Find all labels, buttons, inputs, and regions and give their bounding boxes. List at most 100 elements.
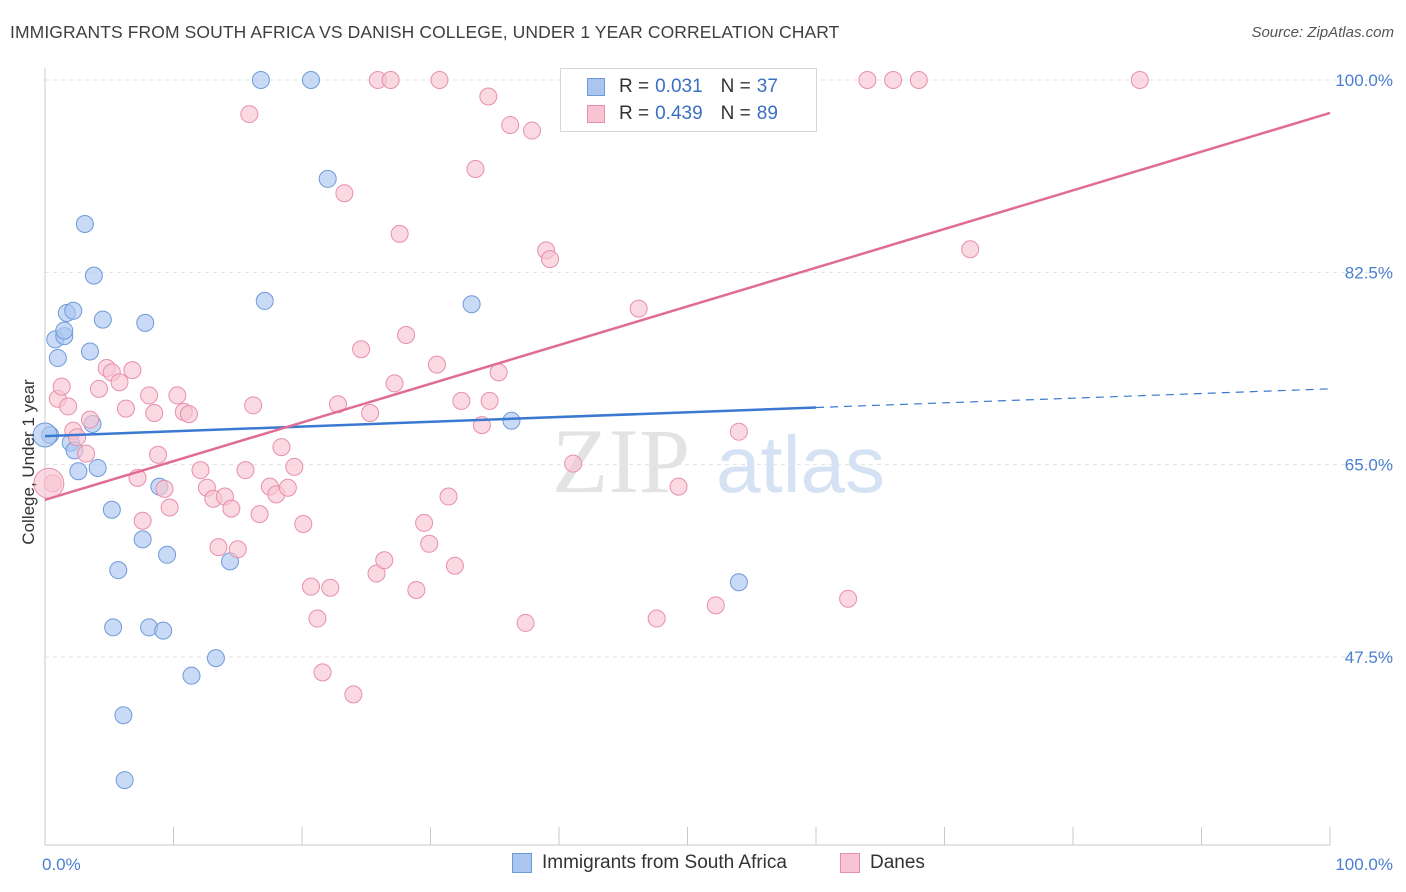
legend-n-value: 89 xyxy=(756,103,778,124)
stats-legend: R = 0.031 N = 37 R = 0.439 N = 89 xyxy=(560,68,817,132)
data-point xyxy=(961,240,980,259)
data-point xyxy=(489,363,508,382)
legend-swatch-danes xyxy=(587,105,605,123)
data-point xyxy=(439,487,458,506)
legend-r-label: R = xyxy=(619,103,650,124)
data-point xyxy=(110,373,129,392)
data-point xyxy=(250,505,269,524)
data-point xyxy=(523,121,542,140)
data-point-large xyxy=(33,467,65,499)
data-point xyxy=(272,438,291,457)
data-point xyxy=(145,404,164,423)
data-point xyxy=(179,405,198,424)
data-point xyxy=(669,477,688,496)
data-point xyxy=(909,71,928,89)
legend-row-danes: R = 0.439 N = 89 xyxy=(587,102,778,126)
data-point xyxy=(52,377,71,396)
data-point xyxy=(430,71,449,89)
data-point xyxy=(285,457,304,476)
data-point xyxy=(244,396,263,415)
y-tick-label: 82.5% xyxy=(1345,263,1393,282)
data-point xyxy=(352,340,371,359)
trend-line-south-africa-projection xyxy=(815,388,1331,409)
data-point xyxy=(209,538,228,557)
data-point xyxy=(335,184,354,203)
data-point xyxy=(541,250,560,269)
data-point xyxy=(89,379,108,398)
data-point xyxy=(104,618,123,637)
data-point xyxy=(55,321,74,340)
data-point xyxy=(228,540,247,559)
data-point xyxy=(516,613,535,632)
data-point xyxy=(313,663,332,682)
data-point xyxy=(427,355,446,374)
data-point xyxy=(116,399,135,418)
trend-line-south-africa xyxy=(44,406,817,438)
data-point xyxy=(479,87,498,106)
data-point xyxy=(501,116,520,135)
legend-n-label: N = xyxy=(720,103,751,124)
legend-n-value: 37 xyxy=(756,76,778,97)
data-point xyxy=(69,462,88,481)
y-axis-label: College, Under 1 year xyxy=(19,379,38,545)
data-point xyxy=(84,266,103,285)
data-point xyxy=(420,534,439,553)
x-tick-label-min: 0.0% xyxy=(42,855,81,874)
y-tick-label: 65.0% xyxy=(1345,456,1393,475)
data-point xyxy=(93,310,112,329)
series-legend-label: Danes xyxy=(870,852,925,873)
data-point xyxy=(80,342,99,361)
data-point xyxy=(48,349,67,368)
data-point xyxy=(407,580,426,599)
data-point xyxy=(344,685,363,704)
legend-row-south-africa: R = 0.031 N = 37 xyxy=(587,75,778,99)
series-legend-south-africa[interactable]: Immigrants from South Africa xyxy=(512,852,787,874)
data-point xyxy=(168,386,187,405)
axes xyxy=(44,68,1331,846)
data-point xyxy=(206,649,225,668)
data-point xyxy=(191,461,210,480)
data-point xyxy=(114,706,133,725)
data-point xyxy=(301,71,320,89)
chart-title: IMMIGRANTS FROM SOUTH AFRICA VS DANISH C… xyxy=(10,22,840,42)
data-point xyxy=(149,445,168,464)
tick-labels: 47.5% 65.0% 82.5% 100.0% 0.0% 100.0% College, … xyxy=(19,71,1393,874)
data-point xyxy=(629,299,648,318)
legend-r-value: 0.031 xyxy=(655,76,703,97)
series-points-0 xyxy=(41,71,748,790)
data-point xyxy=(321,578,340,597)
data-point xyxy=(77,444,96,463)
data-point xyxy=(839,589,858,608)
data-point xyxy=(462,295,481,314)
series-legend: Immigrants from South Africa Danes xyxy=(0,852,1406,878)
data-point xyxy=(647,609,666,628)
data-point xyxy=(136,313,155,332)
data-point xyxy=(102,500,121,519)
series-points-1 xyxy=(43,71,1149,704)
data-point xyxy=(236,461,255,480)
trend-line-danes xyxy=(44,111,1331,502)
series-legend-danes[interactable]: Danes xyxy=(840,852,925,874)
x-tick-label-max: 100.0% xyxy=(1335,855,1393,874)
data-point xyxy=(361,404,380,423)
data-point xyxy=(154,621,173,640)
data-point xyxy=(480,391,499,410)
data-point xyxy=(318,169,337,188)
data-point xyxy=(466,160,485,179)
data-point xyxy=(381,71,400,89)
data-point xyxy=(123,361,142,380)
legend-r-label: R = xyxy=(619,76,650,97)
data-point xyxy=(155,479,174,498)
source-credit: Source: ZipAtlas.com xyxy=(1251,24,1394,41)
series-legend-swatch-danes xyxy=(840,853,860,873)
legend-swatch-south-africa xyxy=(587,78,605,96)
gridlines xyxy=(45,79,1395,658)
trend-lines xyxy=(44,111,1331,502)
data-point xyxy=(385,374,404,393)
data-point xyxy=(445,556,464,575)
data-point xyxy=(308,609,327,628)
data-point xyxy=(80,410,99,429)
data-point xyxy=(255,291,274,310)
data-point xyxy=(109,561,128,580)
data-point xyxy=(64,301,83,320)
